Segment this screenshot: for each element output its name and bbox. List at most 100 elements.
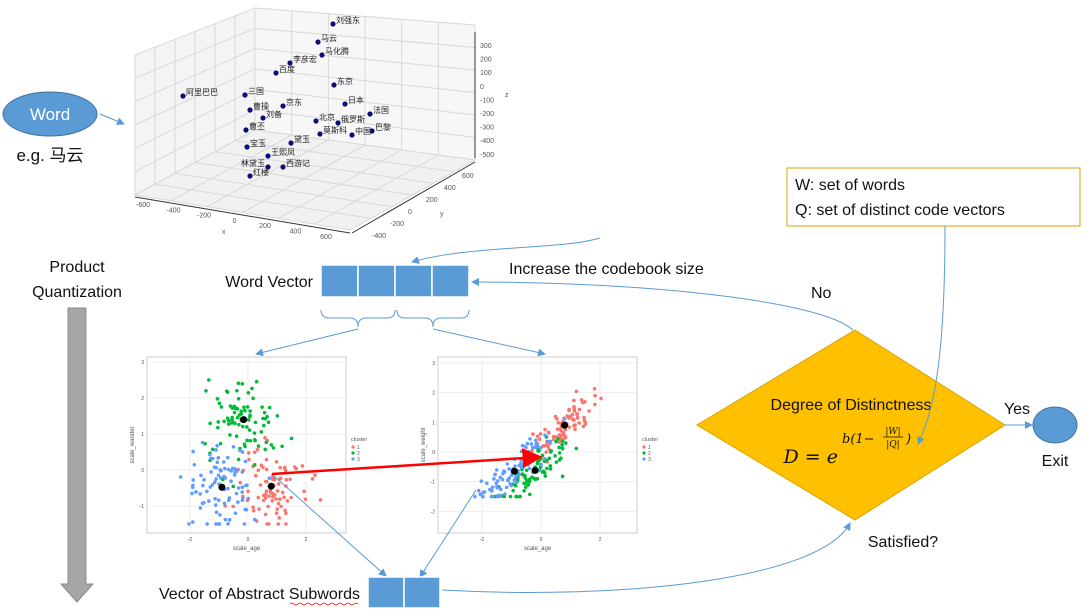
cluster-1-point: [289, 495, 293, 500]
cluster-3-point: [525, 441, 530, 446]
cluster-3-point: [208, 452, 212, 457]
split-arrow-right: [432, 328, 546, 357]
cluster-2-point: [228, 404, 233, 408]
exit-label: Exit: [1042, 453, 1069, 470]
word-point: [335, 120, 341, 126]
cluster-3-point: [496, 479, 500, 483]
cluster-1-point: [270, 476, 275, 481]
centroid-point: [561, 421, 569, 429]
word-node: [2, 91, 98, 137]
word-point-label: 刘备: [266, 109, 282, 119]
legend-swatch: [351, 445, 355, 449]
cluster-2-point: [275, 414, 280, 418]
y-tick-label: -1: [140, 504, 145, 510]
cluster-3-point: [530, 445, 535, 450]
word-point-label: 百度: [279, 64, 295, 74]
cluster-1-point: [264, 492, 268, 497]
cluster-1-point: [258, 483, 263, 487]
legend-label: 1: [648, 445, 651, 451]
legend-swatch: [642, 445, 646, 449]
cluster-3-point: [225, 455, 230, 460]
cluster-1-point: [251, 505, 255, 510]
cluster-1-point: [562, 436, 567, 440]
cluster-2-point: [234, 434, 239, 439]
vector-cell: [403, 576, 441, 609]
cluster-1-point: [274, 511, 279, 515]
cluster-3-point: [190, 491, 194, 496]
cluster-2-point: [289, 436, 294, 441]
word-point-label: 黛玉: [294, 134, 310, 144]
cluster-1-point: [246, 489, 250, 494]
y-tick-label: 2: [432, 391, 435, 397]
cluster-2-point: [266, 420, 271, 425]
cluster-1-point: [551, 434, 556, 439]
cluster-3-point: [192, 462, 197, 467]
word-point-label: 法国: [373, 105, 389, 115]
cluster-2-point: [245, 405, 250, 409]
cluster-2-point: [523, 485, 528, 489]
word-vector-boxes: [320, 264, 470, 298]
cluster-2-point: [264, 440, 269, 445]
cluster-2-point: [247, 428, 252, 432]
cluster-2-point: [548, 464, 553, 468]
cluster-2-point: [229, 421, 234, 425]
word-point: [369, 128, 375, 134]
cluster-2-point: [557, 451, 562, 455]
y-tick-label: -200: [390, 221, 404, 228]
cluster-3-point: [198, 492, 203, 496]
word-point-label: 东京: [337, 76, 353, 86]
cluster-2-point: [233, 406, 238, 411]
word-point-label: 马云: [321, 34, 337, 43]
cluster-3-point: [504, 485, 509, 490]
cluster-3-point: [233, 470, 237, 475]
x-tick-label: -200: [197, 213, 211, 220]
cluster-1-point: [537, 437, 542, 441]
cluster-3-point: [216, 456, 221, 460]
cluster-1-point: [261, 498, 266, 503]
cluster-1-point: [279, 504, 283, 509]
cluster-3-point: [187, 522, 191, 526]
cluster-1-point: [267, 494, 271, 498]
cluster-1-point: [543, 427, 547, 432]
cluster-2-point: [252, 431, 257, 435]
centroid-point: [218, 483, 226, 491]
cluster-3-point: [240, 450, 245, 454]
cluster-1-point: [276, 522, 281, 526]
cluster-1-point: [313, 473, 317, 477]
cluster-2-point: [547, 456, 552, 461]
cluster-3-point: [233, 511, 238, 515]
cluster-1-point: [558, 435, 563, 439]
cluster-2-point: [267, 405, 272, 410]
word-point: [180, 93, 186, 99]
cluster-1-point: [582, 415, 586, 420]
z-tick-label: 300: [480, 43, 492, 50]
cluster-2-point: [219, 405, 224, 409]
cluster-1-point: [246, 451, 251, 455]
cluster-3-point: [218, 476, 223, 480]
cluster-2-point: [242, 442, 247, 446]
right-to-subword-arrow: [419, 489, 477, 578]
cluster-1-point: [599, 396, 603, 401]
grid-line: [254, 109, 476, 138]
decision-title: Degree of Distinctness: [771, 397, 932, 414]
x-tick-label: -2: [480, 537, 485, 543]
cluster-3-point: [216, 473, 221, 478]
definitions-arrow: [917, 225, 946, 445]
cluster-1-point: [272, 493, 277, 497]
cluster-1-point: [579, 398, 584, 402]
cluster-3-point: [238, 448, 242, 453]
cluster-2-point: [554, 460, 559, 464]
cluster-2-point: [543, 474, 548, 478]
cluster-3-point: [525, 462, 529, 467]
cluster-1-point: [284, 477, 289, 482]
x-tick-label: 2: [599, 537, 602, 543]
word-point: [319, 52, 325, 58]
cluster-3-point: [191, 478, 196, 482]
word-point-label: 中国: [355, 126, 371, 136]
word-point-label: 京东: [286, 97, 302, 107]
legend-label: 3: [648, 457, 651, 463]
cluster-3-point: [244, 483, 248, 488]
plot-panel: [146, 356, 347, 534]
